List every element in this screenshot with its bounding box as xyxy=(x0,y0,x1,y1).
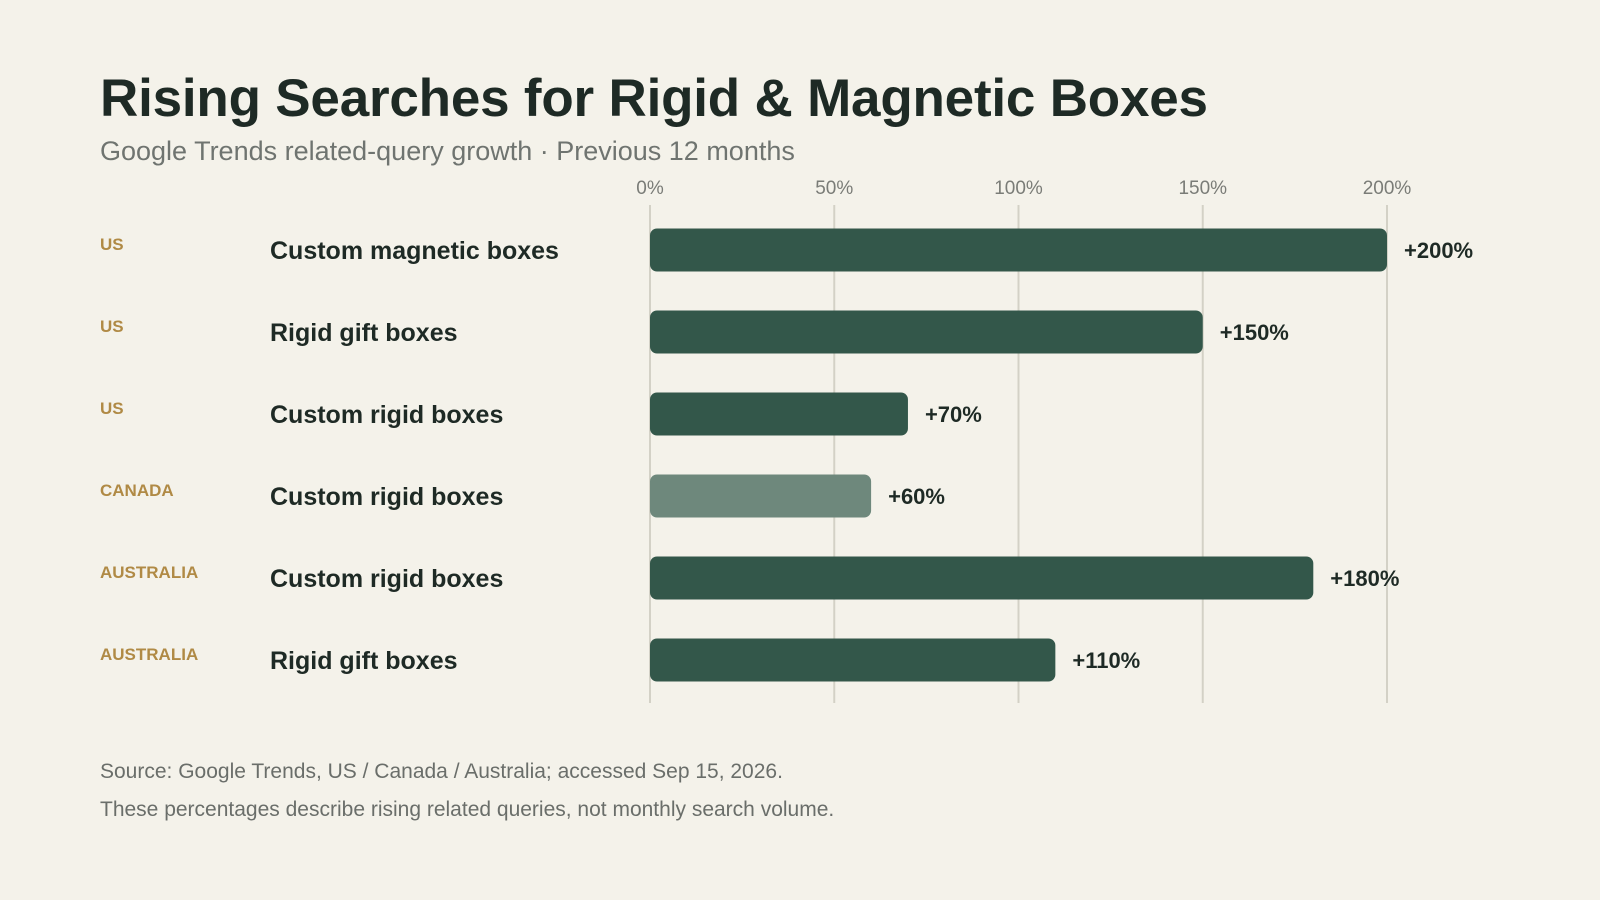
bar-value-label: +150% xyxy=(1220,320,1289,345)
source-note: Source: Google Trends, US / Canada / Aus… xyxy=(100,760,783,783)
chart-subtitle: Google Trends related-query growth · Pre… xyxy=(100,136,795,166)
x-tick-label: 50% xyxy=(815,178,853,199)
row-labels: +200% US Custom magnetic boxes +150% US Rigid… xyxy=(100,235,1473,675)
bar xyxy=(650,474,872,518)
region-label: US xyxy=(100,399,124,418)
bar-value-label: +110% xyxy=(1072,648,1140,673)
query-label: Custom rigid boxes xyxy=(270,483,503,511)
x-tick-label: 200% xyxy=(1363,178,1412,199)
gridlines xyxy=(649,205,1388,703)
query-label: Custom rigid boxes xyxy=(270,401,503,429)
region-label: US xyxy=(100,235,124,254)
x-tick-label: 100% xyxy=(994,178,1043,199)
bar-value-label: +200% xyxy=(1404,238,1473,263)
query-label: Rigid gift boxes xyxy=(270,319,458,347)
bar xyxy=(650,228,1387,272)
bars xyxy=(650,228,1387,682)
region-label: AUSTRALIA xyxy=(100,563,198,582)
query-label: Custom magnetic boxes xyxy=(270,237,559,265)
methodology-note: These percentages describe rising relate… xyxy=(100,798,835,821)
query-label: Rigid gift boxes xyxy=(270,647,458,675)
bar-value-label: +60% xyxy=(888,484,945,509)
query-label: Custom rigid boxes xyxy=(270,565,503,593)
bar xyxy=(650,310,1203,354)
bar xyxy=(650,638,1056,682)
bar xyxy=(650,556,1314,600)
region-label: US xyxy=(100,317,124,336)
x-tick-label: 150% xyxy=(1178,178,1227,199)
x-axis-ticks: 0% 50% 100% 150% 200% xyxy=(636,178,1411,199)
bar-value-label: +180% xyxy=(1330,566,1399,591)
bar xyxy=(650,392,908,436)
bar-value-label: +70% xyxy=(925,402,982,427)
x-tick-label: 0% xyxy=(636,178,664,199)
region-label: AUSTRALIA xyxy=(100,645,198,664)
chart-title: Rising Searches for Rigid & Magnetic Box… xyxy=(100,69,1208,128)
region-label: CANADA xyxy=(100,481,174,500)
